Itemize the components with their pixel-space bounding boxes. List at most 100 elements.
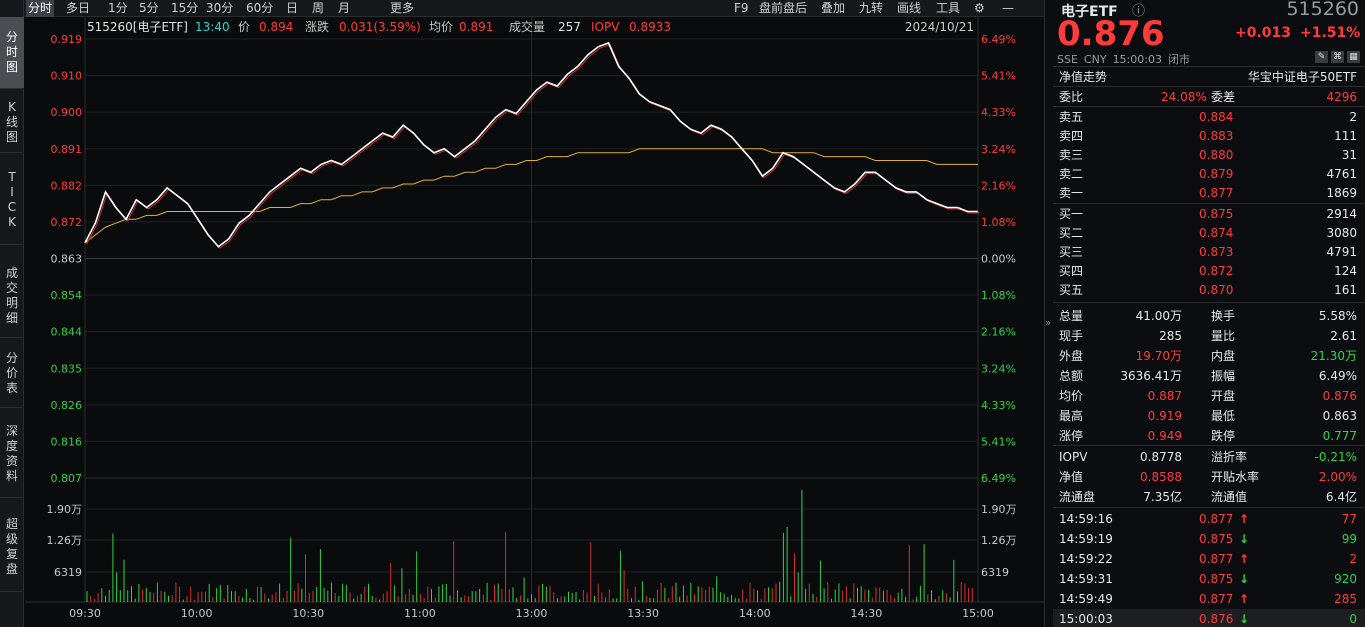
- ask-row[interactable]: 卖三 0.880 31: [1053, 145, 1365, 165]
- period-tab-1[interactable]: 多日: [66, 1, 91, 15]
- left-tab-4[interactable]: 分价表: [0, 340, 24, 408]
- tool-button-5[interactable]: 工具: [936, 1, 961, 15]
- period-tab-0[interactable]: 分时: [26, 0, 55, 17]
- time-tick: 10:30: [292, 607, 324, 620]
- gear-icon[interactable]: ⚙: [974, 1, 985, 15]
- arrow-up-icon: ↑: [1239, 592, 1250, 606]
- chevron-right-icon[interactable]: »: [1045, 318, 1052, 329]
- ask-row[interactable]: 卖一 0.877 1869: [1053, 183, 1365, 203]
- left-tab-char: K: [8, 214, 16, 229]
- tick-row: 15:00:03 0.876 ↓ 0: [1053, 609, 1365, 627]
- period-tab-6[interactable]: 60分: [246, 1, 274, 15]
- stat-label: 量比: [1211, 329, 1236, 343]
- wb-label: 委比: [1059, 90, 1084, 104]
- vol-tick-left: 6319: [54, 566, 82, 579]
- panel-collapse-handle[interactable]: »: [1044, 0, 1053, 627]
- bid-price: 0.873: [1199, 245, 1234, 259]
- ask-label: 卖四: [1059, 129, 1084, 143]
- pct-tick: 5.41%: [981, 435, 1016, 448]
- period-toolbar: 分时 多日 1分 5分 15分 30分 60分日周月 更多 F9 盘前盘后 叠加 九转 画线 工具 ⚙ —: [24, 0, 1044, 17]
- ask-row[interactable]: 卖四 0.883 111: [1053, 126, 1365, 146]
- left-tab-0[interactable]: 分时图: [0, 17, 24, 89]
- left-tab-5[interactable]: 深度资料: [0, 410, 24, 498]
- header-field-8: 成交量: [509, 19, 545, 34]
- tool-button-2[interactable]: 叠加: [821, 1, 846, 15]
- tick-time: 14:59:49: [1059, 592, 1113, 606]
- info-icon[interactable]: ⓘ: [1132, 4, 1146, 19]
- wc-label: 委差: [1211, 90, 1236, 104]
- pencil-icon[interactable]: ✎: [1315, 51, 1328, 63]
- stat-value: 0.919: [1147, 409, 1182, 423]
- ask-price: 0.883: [1199, 129, 1234, 143]
- bid-volume: 4791: [1326, 245, 1357, 259]
- intraday-chart[interactable]: 515260[电子ETF] 13:40 价 0.894 涨跌 0.031(3.59%) 均价…: [25, 17, 1044, 627]
- time-tick: 13:30: [627, 607, 659, 620]
- stat-value: 0.8778: [1140, 450, 1182, 464]
- ask-row[interactable]: 卖二 0.879 4761: [1053, 164, 1365, 184]
- period-tab-9[interactable]: 月: [338, 1, 351, 15]
- left-tab-char: 级: [5, 531, 18, 546]
- bid-row[interactable]: 买三 0.873 4791: [1053, 242, 1365, 262]
- ask-volume: 1869: [1326, 186, 1357, 200]
- pct-tick: 6.49%: [981, 472, 1016, 485]
- tool-button-4[interactable]: 画线: [897, 1, 922, 15]
- quote-panel: 电子ETF ⓘ 515260 0.876 +0.013 +1.51% SSE CNY 15:00…: [1053, 0, 1365, 627]
- stat-row: 外盘 19.70万 内盘 21.30万: [1053, 346, 1365, 366]
- arrow-down-icon: ↓: [1239, 612, 1250, 626]
- ask-row[interactable]: 卖五 0.884 2: [1053, 107, 1365, 127]
- tick-row: 14:59:31 0.875 ↓ 920: [1053, 569, 1365, 589]
- period-tab-8[interactable]: 周: [312, 1, 325, 15]
- stat-value: 0.876: [1322, 389, 1357, 403]
- tick-price: 0.877: [1199, 552, 1234, 566]
- period-tab-10[interactable]: 更多: [390, 1, 415, 15]
- pct-tick: 4.33%: [981, 399, 1016, 412]
- left-tab-6[interactable]: 超级复盘: [0, 502, 24, 592]
- tool-button-3[interactable]: 九转: [859, 1, 884, 15]
- left-tab-char: K: [8, 100, 16, 114]
- arrow-down-icon: ↓: [1239, 572, 1250, 586]
- arrow-down-icon: ↓: [1239, 532, 1250, 546]
- tick-price: 0.875: [1199, 532, 1234, 546]
- nav-trend-link[interactable]: 净值走势: [1059, 70, 1108, 84]
- tick-volume: 0: [1349, 612, 1357, 626]
- intraday-chart-area[interactable]: 515260[电子ETF] 13:40 价 0.894 涨跌 0.031(3.59%) 均价…: [25, 17, 1044, 627]
- link-icon[interactable]: ⌘: [1331, 51, 1344, 63]
- bid-volume: 124: [1334, 264, 1357, 278]
- tick-volume: 2: [1349, 552, 1357, 566]
- stat-value: 0.863: [1322, 409, 1357, 423]
- bid-label: 买三: [1059, 245, 1084, 259]
- tick-row: 14:59:49 0.877 ↑ 285: [1053, 589, 1365, 609]
- tick-volume: 285: [1334, 592, 1357, 606]
- period-tab-5[interactable]: 30分: [206, 1, 234, 15]
- separator: [1053, 302, 1365, 303]
- stat-label: 最低: [1211, 409, 1236, 423]
- bid-row[interactable]: 买二 0.874 3080: [1053, 223, 1365, 243]
- stat-value: 5.58%: [1318, 309, 1357, 323]
- bid-row[interactable]: 买一 0.875 2914: [1053, 204, 1365, 224]
- left-tab-char: 成: [5, 265, 18, 280]
- tick-row: 14:59:19 0.875 ↓ 99: [1053, 529, 1365, 549]
- ask-label: 卖二: [1059, 167, 1084, 181]
- period-tab-7[interactable]: 日: [286, 1, 299, 15]
- tool-button-0[interactable]: F9: [734, 1, 749, 15]
- tool-button-1[interactable]: 盘前盘后: [759, 1, 808, 15]
- left-tab-3[interactable]: 成交明细: [0, 254, 24, 338]
- grid-icon[interactable]: ▦: [1347, 51, 1360, 63]
- pct-tick: 3.24%: [981, 143, 1016, 156]
- bid-row[interactable]: 买五 0.870 161: [1053, 280, 1365, 300]
- price-line: [84, 41, 978, 248]
- period-tab-4[interactable]: 15分: [171, 1, 199, 15]
- period-tab-3[interactable]: 5分: [139, 1, 159, 15]
- tick-volume: 77: [1341, 512, 1357, 526]
- tick-price: 0.875: [1199, 572, 1234, 586]
- period-tab-2[interactable]: 1分: [108, 1, 128, 15]
- minimize-icon[interactable]: —: [1002, 1, 1014, 15]
- vol-tick-right: 1.26万: [981, 534, 1017, 547]
- bid-row[interactable]: 买四 0.872 124: [1053, 261, 1365, 281]
- time-tick: 14:30: [851, 607, 883, 620]
- arrow-up-icon: ↑: [1239, 512, 1250, 526]
- etf-stat-row: 流通盘 7.35亿 流通值 6.4亿: [1053, 487, 1365, 507]
